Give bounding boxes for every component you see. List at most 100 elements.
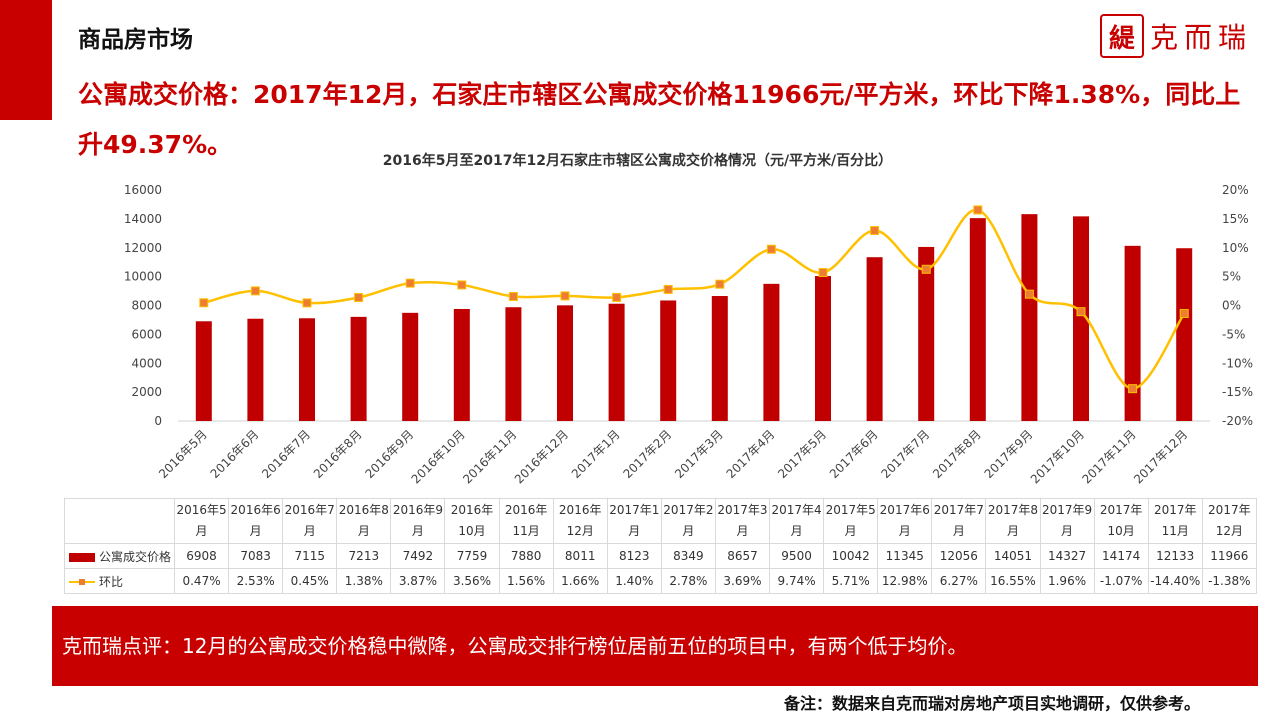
y-left-tick-label: 4000 — [131, 356, 162, 370]
mom-point — [612, 292, 622, 302]
table-header-text: 2017年 — [1208, 503, 1251, 517]
table-header-text: 10月 — [458, 524, 486, 538]
table-cell-mom: 12.98% — [877, 568, 933, 594]
table-cell-price: 8349 — [660, 543, 716, 569]
mom-point — [818, 268, 828, 278]
table-cell-price: 14327 — [1039, 543, 1095, 569]
y-right-tick-label: 0% — [1222, 299, 1241, 313]
table-header-cell: 2016年8 月 — [336, 498, 392, 544]
table-header-text: 2017年2 — [663, 503, 714, 517]
y-left-tick-label: 12000 — [124, 241, 162, 255]
table-header-cell: 2017年3 月 — [714, 498, 771, 544]
table-header-cell: 2017年8 月 — [985, 498, 1041, 544]
table-header-cell: 2017年 10月 — [1093, 498, 1149, 544]
headline: 公寓成交价格：2017年12月，石家庄市辖区公寓成交价格11966元/平方米，环… — [78, 80, 1241, 159]
table-header-text: 月 — [736, 524, 749, 538]
y-left-tick-label: 8000 — [131, 299, 162, 313]
table-cell-mom: 2.78% — [660, 568, 716, 594]
logo-seal-icon: 緹 — [1100, 14, 1144, 58]
legend-line-swatch — [69, 577, 95, 587]
table-header-text: 2017年5 — [825, 503, 876, 517]
table-cell-price: 8123 — [606, 543, 662, 569]
mom-point — [199, 298, 209, 308]
table-header-text: 月 — [898, 524, 911, 538]
table-cell-price: 7759 — [444, 543, 500, 569]
legend-bar-swatch — [69, 552, 95, 562]
table-cell-price: 14051 — [985, 543, 1041, 569]
table-header-text: 2017年1 — [609, 503, 660, 517]
x-tick-label: 2016年8月 — [311, 427, 365, 481]
x-tick-label: 2016年9月 — [362, 427, 416, 481]
mom-point — [1179, 308, 1189, 318]
table-header-text: 2016年5 — [176, 503, 227, 517]
table-cell-price: 7880 — [498, 543, 554, 569]
table-header-text: 月 — [195, 524, 208, 538]
table-cell-mom: 6.27% — [931, 568, 987, 594]
logo-text: 克而瑞 — [1150, 21, 1253, 54]
mom-point — [302, 298, 312, 308]
table-header-text: 2017年 — [1153, 503, 1197, 517]
table-cell-price: 6908 — [173, 543, 230, 569]
price-bar — [969, 218, 986, 421]
table-cell-mom: 2.53% — [228, 568, 284, 594]
y-right-tick-label: 5% — [1222, 270, 1241, 284]
table-header-cell: 2016年7 月 — [282, 498, 338, 544]
table-cell-price: 14174 — [1093, 543, 1149, 569]
price-bar — [918, 246, 935, 421]
price-bar — [1176, 248, 1193, 421]
y-right-tick-label: 15% — [1222, 212, 1249, 226]
y-left-tick-label: 6000 — [131, 327, 162, 341]
comment-box: 克而瑞点评：12月的公寓成交价格稳中微降，公寓成交排行榜位居前五位的项目中，有两… — [52, 606, 1258, 686]
x-tick-label: 2017年3月 — [672, 427, 726, 481]
y-right-tick-label: -20% — [1222, 414, 1253, 428]
price-bar — [247, 318, 264, 421]
table-header-cell: 2017年5 月 — [823, 498, 879, 544]
mom-point — [560, 291, 570, 301]
footnote: 备注：数据来自克而瑞对房地产项目实地调研，仅供参考。 — [783, 694, 1200, 713]
table-header-cell: 2017年1 月 — [606, 498, 662, 544]
table-header-cell: 2016年 11月 — [498, 498, 554, 544]
table-header-text: 2016年7 — [284, 503, 335, 517]
table-cell-mom: -14.40% — [1147, 568, 1203, 594]
price-bar — [763, 283, 780, 421]
legend-mom-label: 环比 — [99, 574, 124, 589]
table-header-cell: 2016年5 月 — [173, 498, 230, 544]
x-tick-label: 2016年5月 — [156, 427, 210, 481]
x-tick-label: 2016年7月 — [259, 427, 313, 481]
price-bar — [453, 308, 470, 421]
table-cell-price: 7213 — [336, 543, 392, 569]
price-bar — [1021, 214, 1038, 421]
table-header-text: 11月 — [1161, 524, 1189, 538]
y-left-tick-label: 16000 — [124, 183, 162, 197]
table-header-cell: 2017年7 月 — [931, 498, 987, 544]
table-header-cell: 2017年 12月 — [1201, 498, 1257, 544]
y-right-tick-label: -10% — [1222, 356, 1253, 370]
legend-price: 公寓成交价格 — [64, 543, 175, 569]
table-header-text: 2017年8 — [987, 503, 1039, 517]
table-cell-mom: 1.40% — [606, 568, 662, 594]
table-header-text: 12月 — [566, 524, 594, 538]
y-left-tick-label: 14000 — [124, 212, 162, 226]
brand-logo: 緹 克而瑞 — [1100, 14, 1252, 58]
table-cell-mom: 1.96% — [1039, 568, 1095, 594]
table-cell-mom: 1.38% — [336, 568, 392, 594]
table-cell-mom: 16.55% — [985, 568, 1041, 594]
price-bar — [505, 307, 522, 421]
price-bar — [711, 296, 728, 421]
mom-line — [203, 208, 1186, 390]
x-tick-label: 2017年4月 — [724, 427, 778, 481]
price-bar — [815, 276, 831, 421]
x-tick-label: 2017年12月 — [1131, 427, 1190, 486]
table-header-text: 2017年9 — [1041, 503, 1093, 517]
x-tick-label: 2017年10月 — [1028, 427, 1087, 486]
table-header-text: 月 — [844, 524, 857, 538]
table-header-row: 2016年5 月 2016年6 月 2016年7 月 2016年8 月 2016年9 月 2016年… — [64, 498, 1257, 544]
price-bar — [1124, 245, 1141, 421]
mom-point — [663, 284, 673, 294]
table-header-cell: 2017年9 月 — [1039, 498, 1095, 544]
table-cell-price: 12133 — [1147, 543, 1203, 569]
table-header-text: 月 — [411, 524, 424, 538]
table-cell-price: 11966 — [1201, 543, 1257, 569]
table-header-cell: 2017年4 月 — [769, 498, 825, 544]
table-header-text: 月 — [682, 524, 695, 538]
